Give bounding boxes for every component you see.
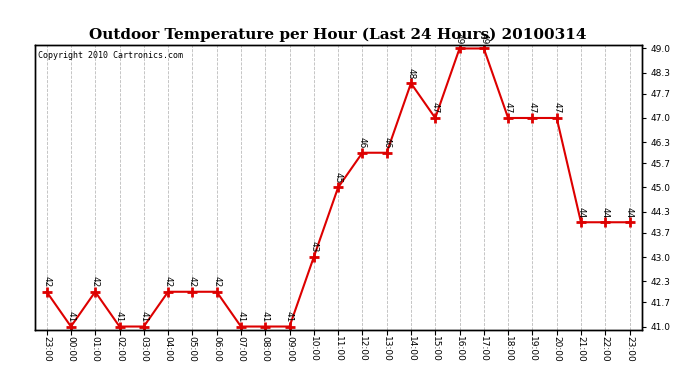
Text: 44: 44 <box>601 207 610 218</box>
Text: 49: 49 <box>480 33 489 44</box>
Text: 42: 42 <box>164 276 172 288</box>
Text: 41: 41 <box>261 311 270 322</box>
Text: 47: 47 <box>528 102 537 114</box>
Text: 46: 46 <box>358 137 367 148</box>
Title: Outdoor Temperature per Hour (Last 24 Hours) 20100314: Outdoor Temperature per Hour (Last 24 Ho… <box>89 28 587 42</box>
Text: 47: 47 <box>552 102 561 114</box>
Text: 47: 47 <box>504 102 513 114</box>
Text: 41: 41 <box>139 311 148 322</box>
Text: 43: 43 <box>309 242 318 253</box>
Text: 42: 42 <box>90 276 100 288</box>
Text: 41: 41 <box>66 311 75 322</box>
Text: 48: 48 <box>406 68 415 79</box>
Text: 44: 44 <box>625 207 634 218</box>
Text: 42: 42 <box>188 276 197 288</box>
Text: 44: 44 <box>576 207 586 218</box>
Text: 42: 42 <box>42 276 51 288</box>
Text: 47: 47 <box>431 102 440 114</box>
Text: Copyright 2010 Cartronics.com: Copyright 2010 Cartronics.com <box>37 51 183 60</box>
Text: 45: 45 <box>333 172 343 183</box>
Text: 42: 42 <box>212 276 221 288</box>
Text: 46: 46 <box>382 137 391 148</box>
Text: 41: 41 <box>115 311 124 322</box>
Text: 41: 41 <box>237 311 246 322</box>
Text: 41: 41 <box>285 311 294 322</box>
Text: 49: 49 <box>455 33 464 44</box>
